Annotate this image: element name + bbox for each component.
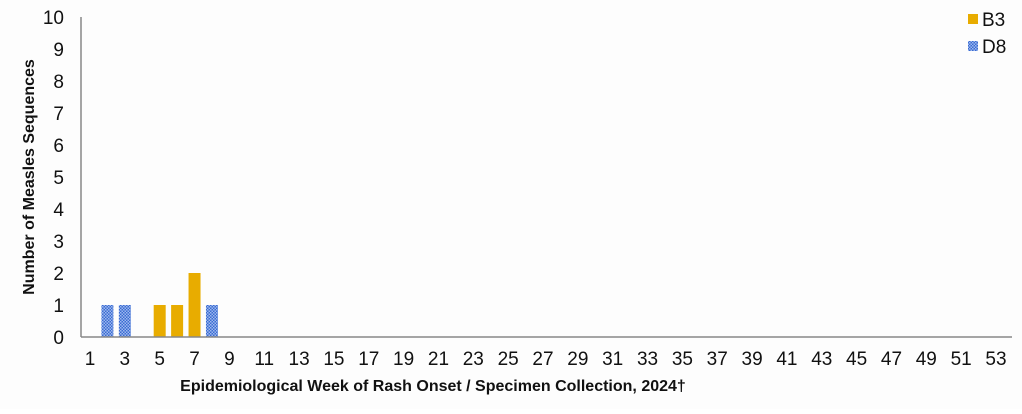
legend-label-D8: D8 [982,37,1006,58]
y-tick-label: 3 [53,232,64,253]
x-tick-label: 47 [881,349,902,370]
x-tick-label: 1 [85,349,96,370]
x-tick-label: 15 [323,349,344,370]
x-tick-label: 19 [393,349,414,370]
x-tick-label: 9 [224,349,235,370]
y-tick-label: 7 [53,104,64,125]
x-axis-label: Epidemiological Week of Rash Onset / Spe… [180,378,686,395]
x-tick-label: 41 [776,349,797,370]
x-tick-label: 3 [120,349,131,370]
x-tick-label: 25 [498,349,519,370]
x-tick-label: 35 [672,349,693,370]
x-tick-label: 5 [154,349,165,370]
y-tick-label: 5 [53,168,64,189]
x-tick-label: 51 [951,349,972,370]
x-tick-label: 49 [916,349,937,370]
bar-B3-week-7 [188,273,201,337]
bar-B3-week-5 [153,305,166,337]
y-tick-label: 4 [53,200,64,221]
x-tick-label: 53 [985,349,1006,370]
x-tick-label: 23 [463,349,484,370]
x-tick-label: 13 [289,349,310,370]
x-tick-label: 33 [637,349,658,370]
y-axis-label: Number of Measles Sequences [21,59,38,295]
y-tick-label: 1 [53,296,64,317]
x-tick-label: 39 [742,349,763,370]
legend-swatch-B3 [968,14,978,24]
bar-B3-week-6 [171,305,184,337]
x-tick-label: 31 [602,349,623,370]
legend-swatch-D8 [968,41,978,51]
x-tick-label: 11 [254,349,274,370]
y-tick-label: 8 [53,72,64,93]
x-tick-label: 45 [846,349,867,370]
legend-label-B3: B3 [982,10,1005,31]
x-tick-label: 29 [567,349,588,370]
y-tick-label: 0 [53,328,64,349]
y-tick-label: 6 [53,136,64,157]
y-tick-label: 10 [43,8,64,29]
bar-D8-week-2 [101,305,114,337]
y-tick-label: 9 [53,40,64,61]
x-tick-label: 7 [189,349,200,370]
bar-D8-week-3 [118,305,131,337]
x-tick-label: 21 [428,349,449,370]
x-tick-label: 43 [811,349,832,370]
bar-D8-week-8 [205,305,218,337]
x-tick-label: 27 [532,349,553,370]
y-tick-label: 2 [53,264,64,285]
x-tick-label: 17 [358,349,379,370]
x-tick-label: 37 [707,349,728,370]
